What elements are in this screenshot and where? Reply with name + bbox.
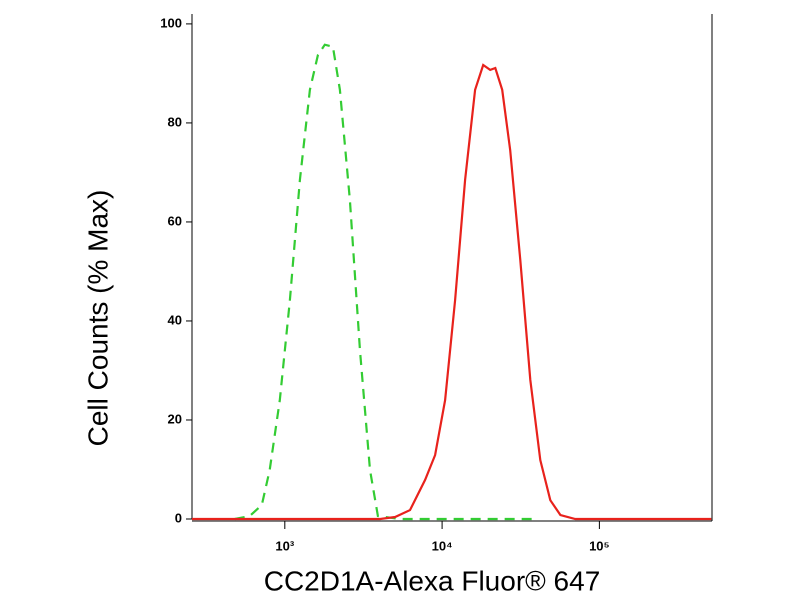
y-tick-label: 80 (168, 114, 182, 129)
y-tick-label: 60 (168, 213, 182, 228)
x-axis-label: CC2D1A-Alexa Fluor® 647 (264, 565, 601, 596)
y-axis-label: Cell Counts (% Max) (82, 190, 113, 447)
y-tick-label: 40 (168, 312, 182, 327)
y-tick-label: 100 (160, 15, 182, 30)
y-tick-label: 20 (168, 411, 182, 426)
series-line (192, 63, 712, 521)
x-tick-label: 10³ (275, 538, 294, 553)
x-tick-label: 10⁵ (589, 538, 610, 553)
x-tick-label: 10⁴ (432, 538, 453, 553)
y-tick-label: 0 (175, 510, 182, 525)
series-line (234, 43, 537, 521)
